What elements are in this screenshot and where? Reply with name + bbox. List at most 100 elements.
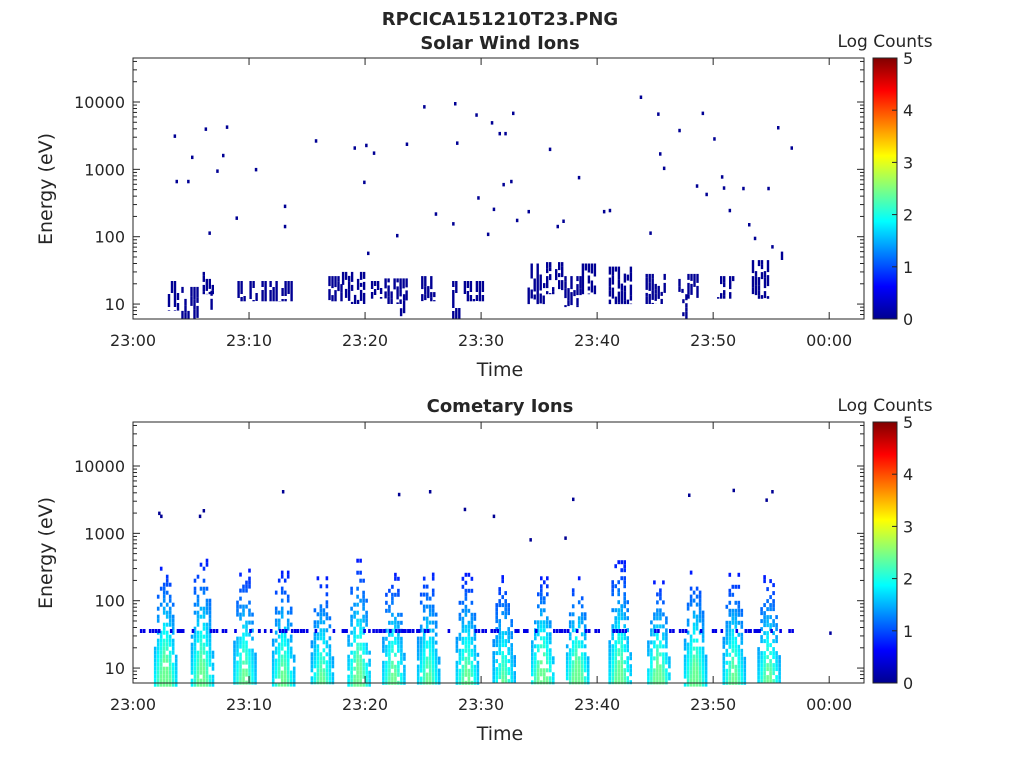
spectrogram-cell	[495, 643, 498, 648]
spectrogram-cell	[701, 646, 705, 651]
spectrogram-cell	[729, 292, 732, 299]
spectrogram-cell	[540, 668, 543, 673]
spectrogram-cell	[159, 674, 163, 679]
spectrogram-cell	[356, 678, 359, 683]
spectrogram-cell	[507, 603, 510, 608]
spectrogram-cell	[255, 293, 258, 301]
spectrogram-cell	[271, 658, 275, 663]
spectrogram-cell	[283, 682, 287, 687]
spectrogram-cell	[577, 624, 581, 629]
spectrogram-cell	[159, 666, 163, 671]
y-tick-label: 100	[94, 228, 125, 247]
spectrogram-cell	[614, 668, 617, 673]
spectrogram-cell	[356, 662, 359, 667]
spectrogram-cell	[156, 594, 160, 599]
spectrogram-cell	[581, 276, 585, 289]
spectrogram-cell	[242, 612, 245, 617]
spectrogram-cell	[289, 622, 293, 627]
spectrogram-cell	[623, 680, 626, 685]
spectrogram-cell	[620, 676, 623, 681]
spectrogram-cell	[629, 680, 632, 685]
spectrogram-cell	[501, 611, 504, 616]
spectrogram-cell	[510, 659, 513, 664]
spectrogram-cell	[648, 293, 651, 304]
spectrogram-cell	[498, 619, 501, 624]
spectrogram-cell	[264, 281, 267, 291]
spectrogram-cell	[531, 652, 534, 657]
spectrogram-cell	[689, 654, 693, 659]
spectrogram-cell	[740, 636, 744, 641]
spectrogram-cell	[504, 667, 507, 672]
spectrogram-cell	[434, 664, 438, 669]
spectrogram-cell	[504, 671, 507, 676]
spectrogram-cell	[775, 635, 778, 640]
spectrogram-cell	[629, 272, 633, 282]
spectrogram-cell	[763, 579, 766, 584]
spectrogram-cell	[701, 658, 705, 663]
spectrogram-cell	[650, 656, 653, 661]
spectrogram-cell	[350, 678, 353, 683]
spectrogram-cell	[583, 624, 587, 629]
spectrogram-cell	[461, 648, 465, 653]
spectrogram-cell	[498, 631, 501, 636]
spectrogram-cell	[388, 656, 391, 661]
spectrogram-cell	[378, 629, 381, 633]
spectrogram-cell	[233, 660, 236, 665]
spectrogram-cell	[290, 629, 294, 633]
spectrogram-cell	[162, 666, 166, 671]
spectrogram-cell	[162, 682, 166, 687]
spectrogram-cell	[211, 666, 215, 671]
spectrogram-cell	[593, 285, 597, 295]
spectrogram-cell	[620, 664, 623, 669]
spectrogram-cell	[552, 676, 555, 681]
spectrogram-cell	[292, 678, 296, 683]
spectrogram-cell	[498, 591, 501, 596]
spectrogram-cell	[356, 278, 360, 290]
data-point	[722, 186, 726, 190]
data-point	[372, 151, 376, 155]
spectrogram-cell	[168, 614, 172, 619]
spectrogram-cell	[153, 654, 157, 659]
spectrogram-cell	[368, 678, 371, 683]
x-tick-label: 23:50	[690, 331, 736, 350]
spectrogram-cell	[558, 273, 561, 278]
spectrogram-cell	[362, 271, 366, 279]
spectrogram-cell	[190, 658, 194, 663]
spectrogram-cell	[571, 648, 575, 653]
spectrogram-cell	[365, 622, 368, 627]
spectrogram-cell	[549, 648, 552, 653]
spectrogram-cell	[543, 672, 546, 677]
spectrogram-cell	[196, 602, 200, 607]
spectrogram-cell	[190, 678, 194, 683]
spectrogram-cell	[237, 281, 240, 292]
spectrogram-cell	[359, 662, 362, 667]
spectrogram-cell	[174, 654, 178, 659]
spectrogram-cell	[319, 680, 323, 685]
spectrogram-cell	[455, 640, 459, 645]
spectrogram-cell	[546, 262, 549, 269]
spectrogram-cell	[428, 612, 432, 617]
spectrogram-cell	[711, 629, 715, 633]
spectrogram-cell	[614, 584, 617, 589]
spectrogram-cell	[481, 281, 485, 292]
spectrogram-cell	[426, 629, 430, 633]
spectrogram-cell	[772, 607, 775, 612]
spectrogram-cell	[779, 629, 782, 633]
spectrogram-cell	[659, 608, 662, 613]
spectrogram-cell	[153, 678, 157, 683]
spectrogram-cell	[692, 662, 696, 667]
spectrogram-cell	[461, 656, 465, 661]
spectrogram-cell	[239, 596, 242, 601]
spectrogram-cell	[656, 656, 659, 661]
spectrogram-cell	[322, 608, 326, 613]
spectrogram-cell	[542, 295, 545, 300]
spectrogram-cell	[626, 656, 629, 661]
spectrogram-cell	[586, 656, 590, 661]
spectrogram-cell	[620, 660, 623, 665]
spectrogram-cell	[205, 678, 209, 683]
spectrogram-cell	[571, 668, 575, 673]
spectrogram-cell	[692, 590, 696, 595]
spectrogram-cell	[731, 664, 735, 669]
spectrogram-cell	[614, 656, 617, 661]
spectrogram-cell	[772, 591, 775, 596]
